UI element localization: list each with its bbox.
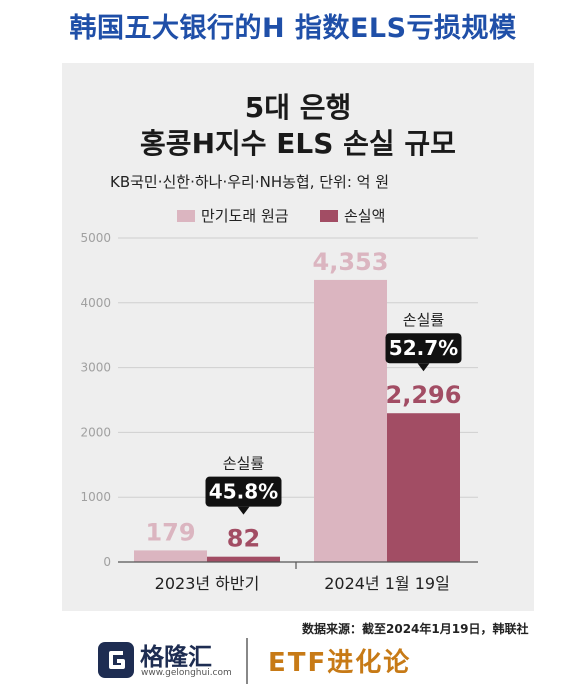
x-category-label: 2024년 1월 19일 — [324, 574, 450, 593]
loss-rate-bubble-tail — [237, 506, 250, 515]
bar — [134, 550, 207, 562]
legend-item-loss: 손실액 — [320, 205, 385, 226]
loss-rate-bubble-tail — [417, 363, 430, 372]
brand-name: 格隆汇 — [140, 643, 212, 671]
x-category-label: 2023년 하반기 — [155, 574, 260, 593]
loss-rate-label: 손실률 — [223, 455, 265, 473]
y-tick-label: 2000 — [80, 425, 111, 439]
chart-subtitle: 홍콩H지수 ELS 손실 규모 — [140, 127, 456, 160]
y-tick-label: 5000 — [80, 231, 111, 245]
brand-url: www.gelonghui.com — [141, 668, 232, 678]
footer-divider — [246, 638, 248, 684]
legend-label-loss: 손실액 — [344, 207, 386, 225]
chart-note: KB국민·신한·하나·우리·NH농협, 단위: 억 원 — [110, 173, 390, 191]
loss-rate-value: 52.7% — [389, 336, 458, 360]
loss-rate-label: 손실률 — [403, 311, 445, 329]
legend-swatch-loss — [320, 209, 338, 222]
bar — [207, 556, 280, 562]
loss-rate-bubble — [385, 333, 462, 364]
loss-rate-value: 45.8% — [209, 480, 278, 504]
y-tick-label: 1000 — [80, 490, 111, 504]
source-note: 数据来源：截至2024年1月19日，韩联社 — [302, 622, 529, 636]
data-label: 82 — [227, 525, 260, 553]
data-label: 179 — [145, 518, 195, 546]
brand-logo-icon — [98, 642, 134, 678]
y-tick-label: 3000 — [80, 361, 111, 375]
y-tick-label: 4000 — [80, 296, 111, 310]
column-name: ETF进化论 — [268, 648, 412, 678]
bar — [387, 413, 460, 562]
data-label: 4,353 — [313, 248, 389, 276]
legend-item-principal: 만기도래 원금 — [177, 205, 289, 226]
y-tick-label: 0 — [103, 555, 111, 569]
bar — [314, 279, 387, 562]
header-title: 韩国五大银行的H 指数ELS亏损规模 — [69, 13, 517, 44]
chart-title: 5대 은행 — [244, 91, 352, 124]
legend-swatch-principal — [177, 209, 195, 222]
loss-rate-bubble — [205, 476, 282, 507]
data-label: 2,296 — [386, 381, 462, 409]
legend-label-principal: 만기도래 원금 — [201, 207, 289, 225]
